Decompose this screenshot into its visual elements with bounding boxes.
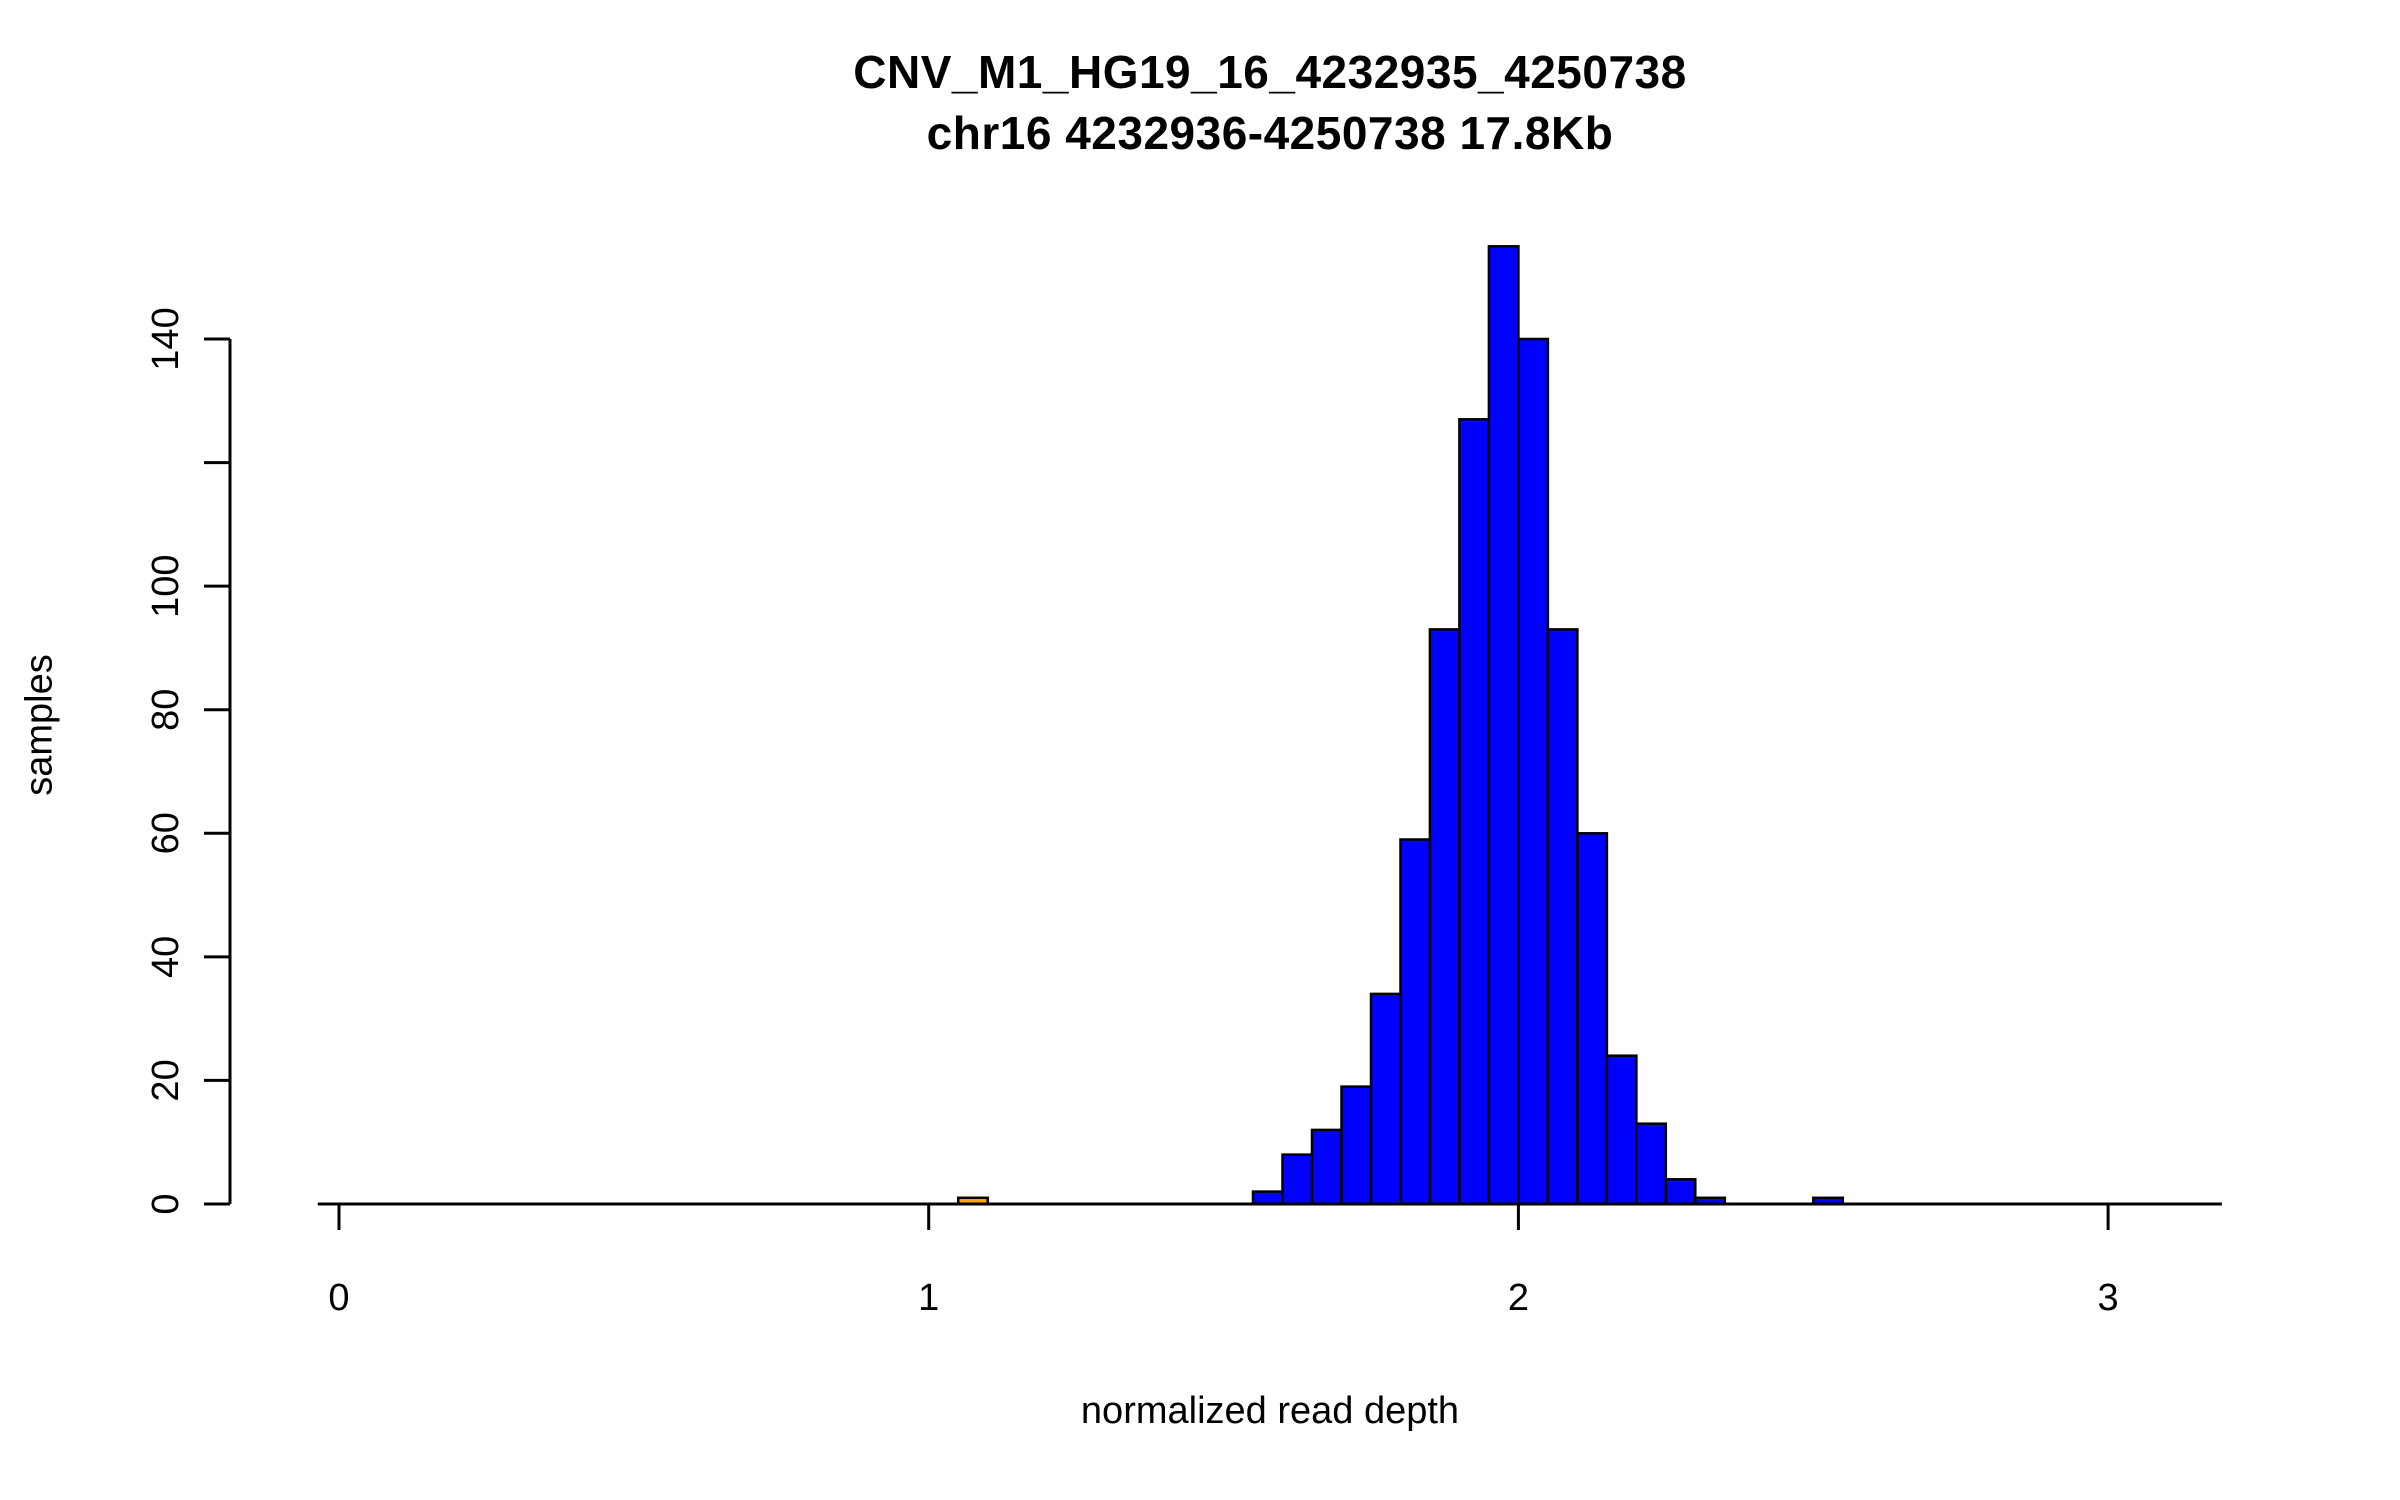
histogram-bar [1576,832,1609,1206]
histogram-bar [1281,1153,1314,1206]
y-tick-label: 20 [145,1059,187,1101]
histogram-bar [1487,245,1520,1206]
x-tick-label: 1 [918,1277,939,1319]
histogram-bar [1458,418,1491,1206]
histogram-bar [1546,628,1579,1206]
x-tick-label: 3 [2098,1277,2119,1319]
histogram-bar [1251,1190,1284,1206]
y-tick-label: 80 [145,689,187,731]
histogram-bar [1340,1085,1373,1206]
y-axis-label: samples [18,654,61,796]
y-tick-label: 0 [145,1193,187,1214]
histogram-bar [1517,337,1550,1206]
histogram-bar [1664,1178,1697,1206]
x-axis-label: normalized read depth [1080,1390,1460,1432]
chart-header: CNV_M1_HG19_16_4232935_4250738 chr16 423… [320,42,2220,163]
histogram-bar [1369,992,1402,1206]
histogram-bar [1635,1122,1668,1206]
y-tick-label: 60 [145,812,187,854]
y-tick-label: 140 [145,307,187,370]
histogram-bar [1605,1054,1638,1206]
chart-title: CNV_M1_HG19_16_4232935_4250738 [853,46,1687,98]
x-tick-label: 0 [328,1277,349,1319]
chart-subtitle: chr16 4232936-4250738 17.8Kb [926,106,1614,159]
histogram-bar [1399,838,1432,1206]
y-tick-label: 100 [145,554,187,617]
y-tick-label: 40 [145,936,187,978]
x-tick-label: 2 [1508,1277,1529,1319]
histogram-bar [1428,628,1461,1206]
histogram-bar [1310,1128,1343,1206]
